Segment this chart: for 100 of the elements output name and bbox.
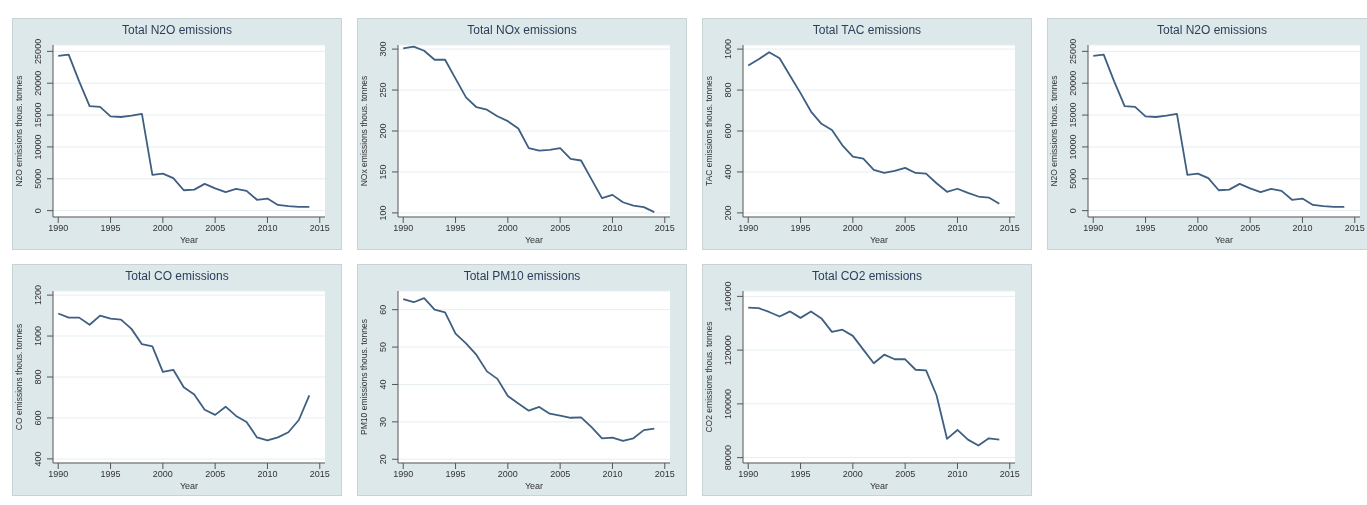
x-tick-label: 2015 <box>1344 223 1365 234</box>
x-axis-title: Year <box>524 235 544 245</box>
y-tick-label: 5000 <box>1068 168 1078 189</box>
x-tick-label: 2015 <box>999 469 1020 480</box>
y-tick-label: 10000 <box>33 134 43 160</box>
x-tick-label: 1990 <box>393 469 414 480</box>
y-tick-label: 20000 <box>33 70 43 96</box>
x-tick-label: 2000 <box>842 223 863 234</box>
x-tick-label: 2015 <box>309 469 330 480</box>
x-tick-label: 2010 <box>947 469 968 480</box>
x-tick-label: 1990 <box>1083 223 1104 234</box>
y-tick-label: 150 <box>378 164 388 180</box>
x-tick-label: 1995 <box>790 223 811 234</box>
x-tick-label: 2005 <box>205 223 226 234</box>
x-tick-label: 2005 <box>550 469 571 480</box>
chart-title: Total CO emissions <box>124 269 230 283</box>
x-tick-label: 1990 <box>738 223 759 234</box>
x-axis-title: Year <box>869 235 889 245</box>
y-tick-label: 1000 <box>33 326 43 347</box>
y-tick-label: 1200 <box>33 285 43 306</box>
x-tick-label: 1990 <box>48 223 69 234</box>
x-tick-label: 2010 <box>257 469 278 480</box>
line-series <box>57 53 311 208</box>
y-tick-label: 400 <box>723 164 733 180</box>
y-tick-label: 20000 <box>1068 70 1078 96</box>
y-tick-label: 400 <box>33 451 43 467</box>
y-tick-label: 250 <box>378 82 388 98</box>
y-axis-title: TAC emissions thous. tonnes <box>704 76 715 186</box>
y-tick-label: 100 <box>378 205 388 221</box>
y-tick-label: 15000 <box>33 102 43 128</box>
y-tick-label: 25000 <box>1068 38 1078 64</box>
x-tick-label: 2000 <box>1187 223 1208 234</box>
x-tick-label: 1990 <box>738 469 759 480</box>
y-tick-label: 800 <box>33 369 43 385</box>
y-tick-label: 0 <box>1068 208 1078 214</box>
y-axis-title: CO2 emissions thous. tonnes <box>704 321 715 433</box>
x-tick-label: 1995 <box>100 469 121 480</box>
line-series <box>402 45 656 213</box>
y-tick-label: 50 <box>378 342 388 353</box>
x-axis-title: Year <box>1214 235 1234 245</box>
y-tick-label: 300 <box>378 41 388 57</box>
x-tick-label: 2015 <box>309 223 330 234</box>
line-series <box>747 306 1001 447</box>
x-tick-label: 2005 <box>550 223 571 234</box>
x-tick-label: 2010 <box>1292 223 1313 234</box>
x-tick-label: 2005 <box>895 469 916 480</box>
y-tick-label: 600 <box>33 410 43 426</box>
y-tick-label: 40 <box>378 379 388 390</box>
y-axis-title: N2O emissions thous. tonnes <box>1049 75 1060 187</box>
y-tick-label: 600 <box>723 123 733 139</box>
y-tick-label: 800 <box>723 82 733 98</box>
line-series <box>747 51 1001 205</box>
y-tick-label: 20 <box>378 454 388 465</box>
x-tick-label: 1995 <box>100 223 121 234</box>
x-tick-label: 2005 <box>205 469 226 480</box>
y-tick-label: 80000 <box>723 445 733 471</box>
chart-title: Total NOx emissions <box>466 23 578 37</box>
chart-title: Total TAC emissions <box>811 23 923 37</box>
x-tick-label: 2015 <box>999 223 1020 234</box>
chart-title: Total CO2 emissions <box>810 269 923 283</box>
x-axis-title: Year <box>524 481 544 491</box>
y-tick-label: 1000 <box>723 39 733 60</box>
line-series <box>402 297 656 442</box>
x-tick-label: 2000 <box>152 469 173 480</box>
x-tick-label: 2015 <box>654 223 675 234</box>
x-tick-label: 2010 <box>947 223 968 234</box>
x-tick-label: 2010 <box>257 223 278 234</box>
x-axis-title: Year <box>179 481 199 491</box>
y-tick-label: 10000 <box>1068 134 1078 160</box>
y-axis-title: N2O emissions thous. tonnes <box>14 75 25 187</box>
line-series <box>57 312 311 442</box>
x-tick-label: 1990 <box>393 223 414 234</box>
x-axis-title: Year <box>179 235 199 245</box>
y-tick-label: 15000 <box>1068 102 1078 128</box>
x-tick-label: 2015 <box>654 469 675 480</box>
x-tick-label: 1995 <box>1135 223 1156 234</box>
x-tick-label: 2000 <box>497 223 518 234</box>
y-tick-label: 200 <box>723 205 733 221</box>
line-series <box>1092 53 1346 208</box>
x-tick-label: 2000 <box>152 223 173 234</box>
x-tick-label: 1995 <box>445 469 466 480</box>
chart-title: Total N2O emissions <box>120 23 233 37</box>
x-tick-label: 1990 <box>48 469 69 480</box>
chart-title: Total N2O emissions <box>1155 23 1268 37</box>
x-tick-label: 2010 <box>602 223 623 234</box>
x-axis-title: Year <box>869 481 889 491</box>
x-tick-label: 2005 <box>895 223 916 234</box>
y-axis-title: PM10 emissions thous. tonnes <box>359 319 370 435</box>
x-tick-label: 1995 <box>790 469 811 480</box>
y-tick-label: 60 <box>378 304 388 315</box>
y-axis-title: NOx emissions thous. tonnes <box>359 75 370 187</box>
x-tick-label: 2005 <box>1240 223 1261 234</box>
y-tick-label: 25000 <box>33 38 43 64</box>
y-tick-label: 200 <box>378 123 388 139</box>
x-tick-label: 2010 <box>602 469 623 480</box>
y-tick-label: 140000 <box>723 281 733 312</box>
y-tick-label: 0 <box>33 208 43 214</box>
y-axis-title: CO emissions thous. tonnes <box>14 323 25 431</box>
x-tick-label: 2000 <box>842 469 863 480</box>
y-tick-label: 100000 <box>723 388 733 419</box>
